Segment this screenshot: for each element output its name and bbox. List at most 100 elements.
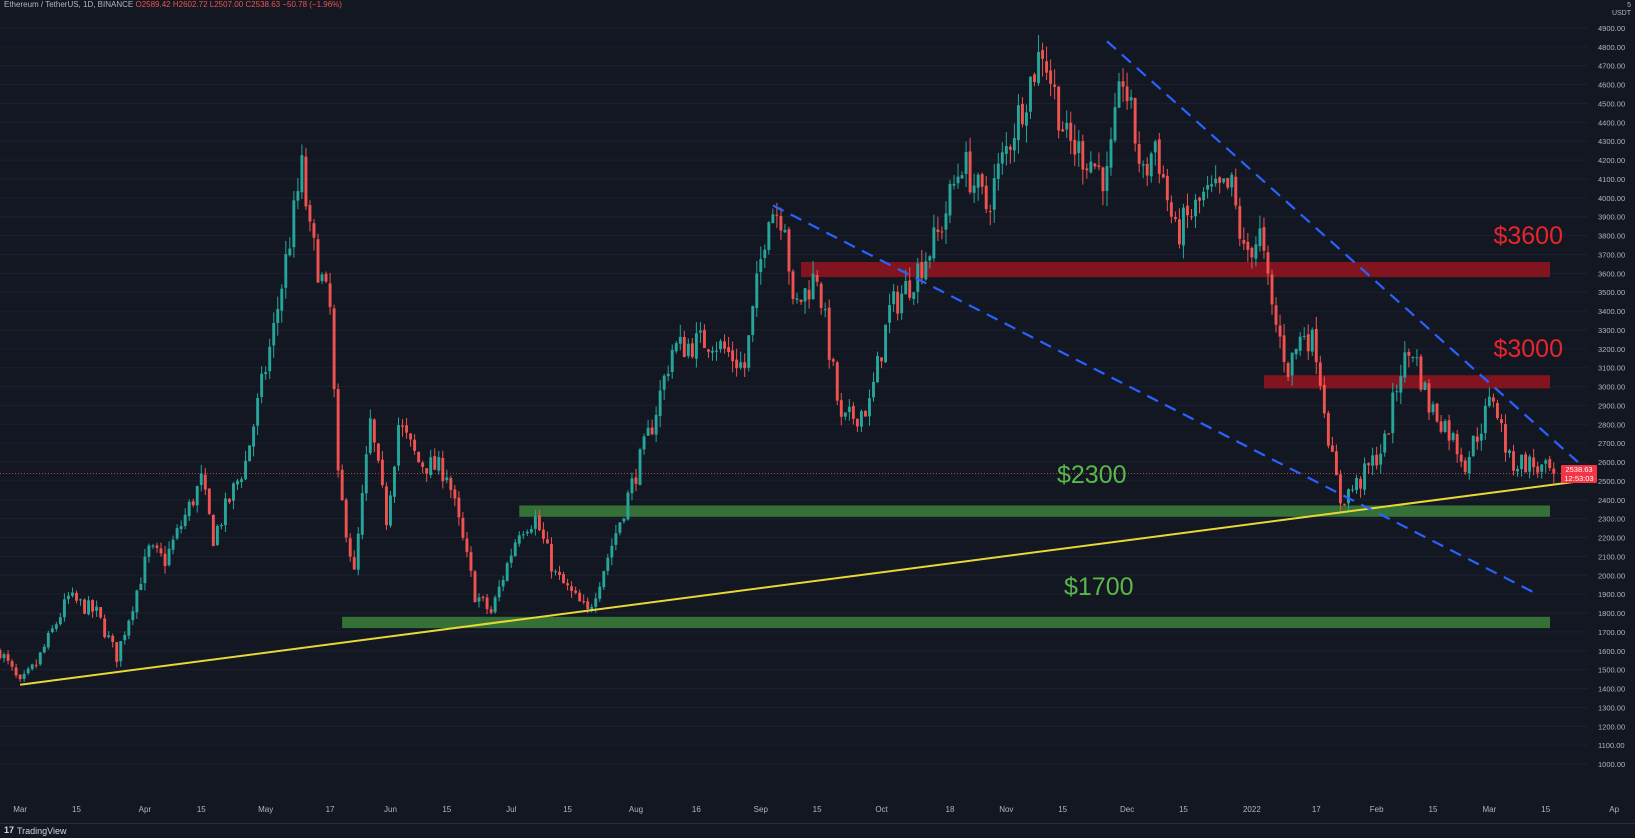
- candle-up: [602, 571, 606, 588]
- candle-down: [1455, 434, 1459, 455]
- candle-up: [509, 555, 513, 563]
- candle-up: [300, 155, 304, 193]
- candle-down: [1439, 421, 1443, 432]
- candle-up: [1029, 76, 1032, 112]
- price-tick-label: 1300.00: [1598, 703, 1625, 712]
- candle-down: [936, 229, 940, 233]
- candle-up: [2, 654, 6, 659]
- candle-up: [948, 183, 952, 216]
- candle-up: [662, 375, 666, 390]
- candle-up: [58, 617, 62, 625]
- bar-countdown: 12:53:03: [1564, 473, 1594, 483]
- time-tick-label: Feb: [1370, 805, 1384, 814]
- candle-up: [888, 305, 892, 323]
- candle-down: [1008, 146, 1012, 150]
- candle-down: [1463, 460, 1467, 473]
- candle-down: [839, 400, 843, 417]
- tradingview-logo-icon[interactable]: 17: [4, 825, 15, 835]
- time-tick-label: 17: [1312, 805, 1321, 814]
- candle-up: [876, 356, 879, 383]
- price-tick-label: 3300.00: [1598, 326, 1625, 335]
- candle-down: [425, 468, 429, 474]
- price-tick-label: 3700.00: [1598, 250, 1625, 259]
- candle-up: [1210, 184, 1214, 187]
- candle-up: [694, 333, 698, 359]
- candle-down: [473, 571, 477, 603]
- candle-down: [14, 667, 18, 676]
- ohlc-high: H2602.72: [172, 0, 208, 9]
- candle-down: [1020, 103, 1024, 125]
- candle-up: [1258, 228, 1262, 247]
- time-tick-label: Apr: [139, 805, 152, 814]
- candle-down: [1198, 197, 1201, 201]
- candle-down: [481, 596, 485, 598]
- candle-up: [719, 341, 722, 350]
- price-tick-label: 3000.00: [1598, 383, 1625, 392]
- candle-down: [1061, 129, 1065, 132]
- candle-up: [606, 557, 610, 571]
- candle-down: [1093, 163, 1097, 167]
- tradingview-brand[interactable]: TradingView: [17, 826, 67, 836]
- candle-down: [376, 443, 380, 461]
- candle-up: [1411, 357, 1415, 359]
- candle-down: [827, 307, 831, 360]
- time-tick-label: 17: [326, 805, 335, 814]
- candle-up: [739, 362, 743, 368]
- candle-up: [811, 273, 815, 300]
- candle-down: [308, 205, 312, 222]
- currency-unit[interactable]: 5 USDT: [1612, 2, 1631, 18]
- candle-down: [83, 599, 86, 614]
- candle-down: [815, 275, 819, 282]
- symbol-header: Ethereum / TetherUS, 1D, BINANCE O2589.4…: [4, 0, 342, 9]
- time-tick-label: Jun: [384, 805, 397, 814]
- candle-down: [417, 452, 421, 463]
- candle-up: [904, 281, 908, 295]
- candle-down: [1407, 351, 1411, 356]
- candle-down: [980, 174, 984, 187]
- candle-down: [775, 214, 779, 216]
- candle-up: [952, 183, 956, 186]
- candle-down: [324, 273, 328, 282]
- candle-up: [123, 634, 127, 641]
- candle-down: [6, 654, 10, 661]
- candle-down: [457, 497, 461, 518]
- candle-up: [1483, 405, 1487, 434]
- candle-up: [127, 620, 131, 636]
- candle-up: [71, 592, 74, 596]
- candle-up: [143, 556, 147, 584]
- candle-up: [187, 501, 191, 517]
- candle-up: [264, 372, 268, 375]
- candle-up: [912, 292, 916, 300]
- candle-up: [183, 514, 187, 527]
- candle-up: [276, 308, 280, 324]
- candle-down: [1359, 478, 1363, 489]
- candle-down: [421, 462, 425, 467]
- candle-up: [823, 309, 827, 311]
- candle-down: [574, 590, 578, 593]
- candle-up: [803, 288, 807, 302]
- candle-down: [1161, 174, 1165, 178]
- candle-down: [159, 548, 163, 554]
- candle-up: [477, 597, 481, 602]
- candle-down: [203, 474, 207, 490]
- axis-settings-icon[interactable]: 5: [1627, 2, 1631, 9]
- candle-down: [441, 458, 445, 482]
- candle-down: [115, 642, 119, 662]
- candle-up: [437, 457, 441, 471]
- candle-up: [240, 479, 243, 482]
- candle-down: [1282, 335, 1286, 363]
- candle-down: [489, 609, 493, 613]
- candle-down: [1536, 466, 1540, 473]
- candle-up: [356, 533, 360, 570]
- candle-up: [767, 222, 771, 251]
- time-tick-label: 15: [1541, 805, 1550, 814]
- candle-up: [151, 545, 155, 547]
- candle-down: [1552, 468, 1556, 474]
- candle-down: [851, 406, 855, 419]
- price-tick-label: 2700.00: [1598, 439, 1625, 448]
- candle-down: [1499, 419, 1503, 424]
- candle-up: [50, 628, 54, 633]
- candle-down: [1242, 240, 1246, 244]
- candle-up: [1222, 178, 1226, 183]
